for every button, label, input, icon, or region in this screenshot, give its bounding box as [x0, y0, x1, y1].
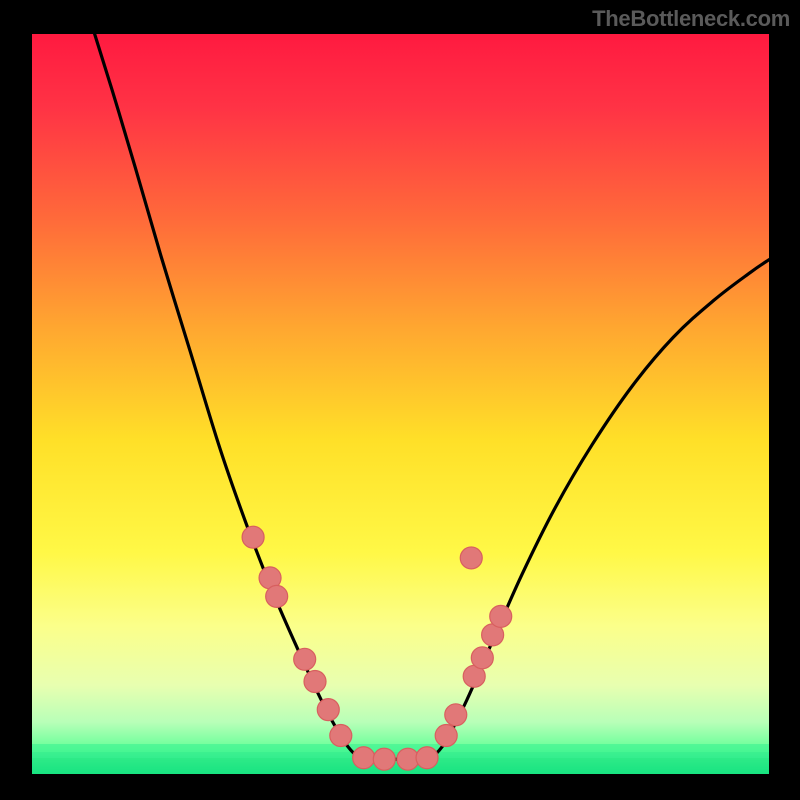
- curve-left-branch: [95, 34, 360, 759]
- data-marker: [266, 585, 288, 607]
- data-marker: [353, 747, 375, 769]
- data-marker: [330, 725, 352, 747]
- chart-svg-layer: [32, 34, 769, 774]
- data-marker: [317, 699, 339, 721]
- data-marker: [445, 704, 467, 726]
- data-marker: [490, 605, 512, 627]
- data-marker: [242, 526, 264, 548]
- data-marker: [294, 648, 316, 670]
- data-marker: [435, 725, 457, 747]
- watermark-text: TheBottleneck.com: [592, 6, 790, 32]
- data-marker: [471, 647, 493, 669]
- data-marker: [460, 547, 482, 569]
- chart-plot-area: [32, 34, 769, 774]
- data-marker: [416, 747, 438, 769]
- data-marker: [304, 671, 326, 693]
- data-marker: [373, 748, 395, 770]
